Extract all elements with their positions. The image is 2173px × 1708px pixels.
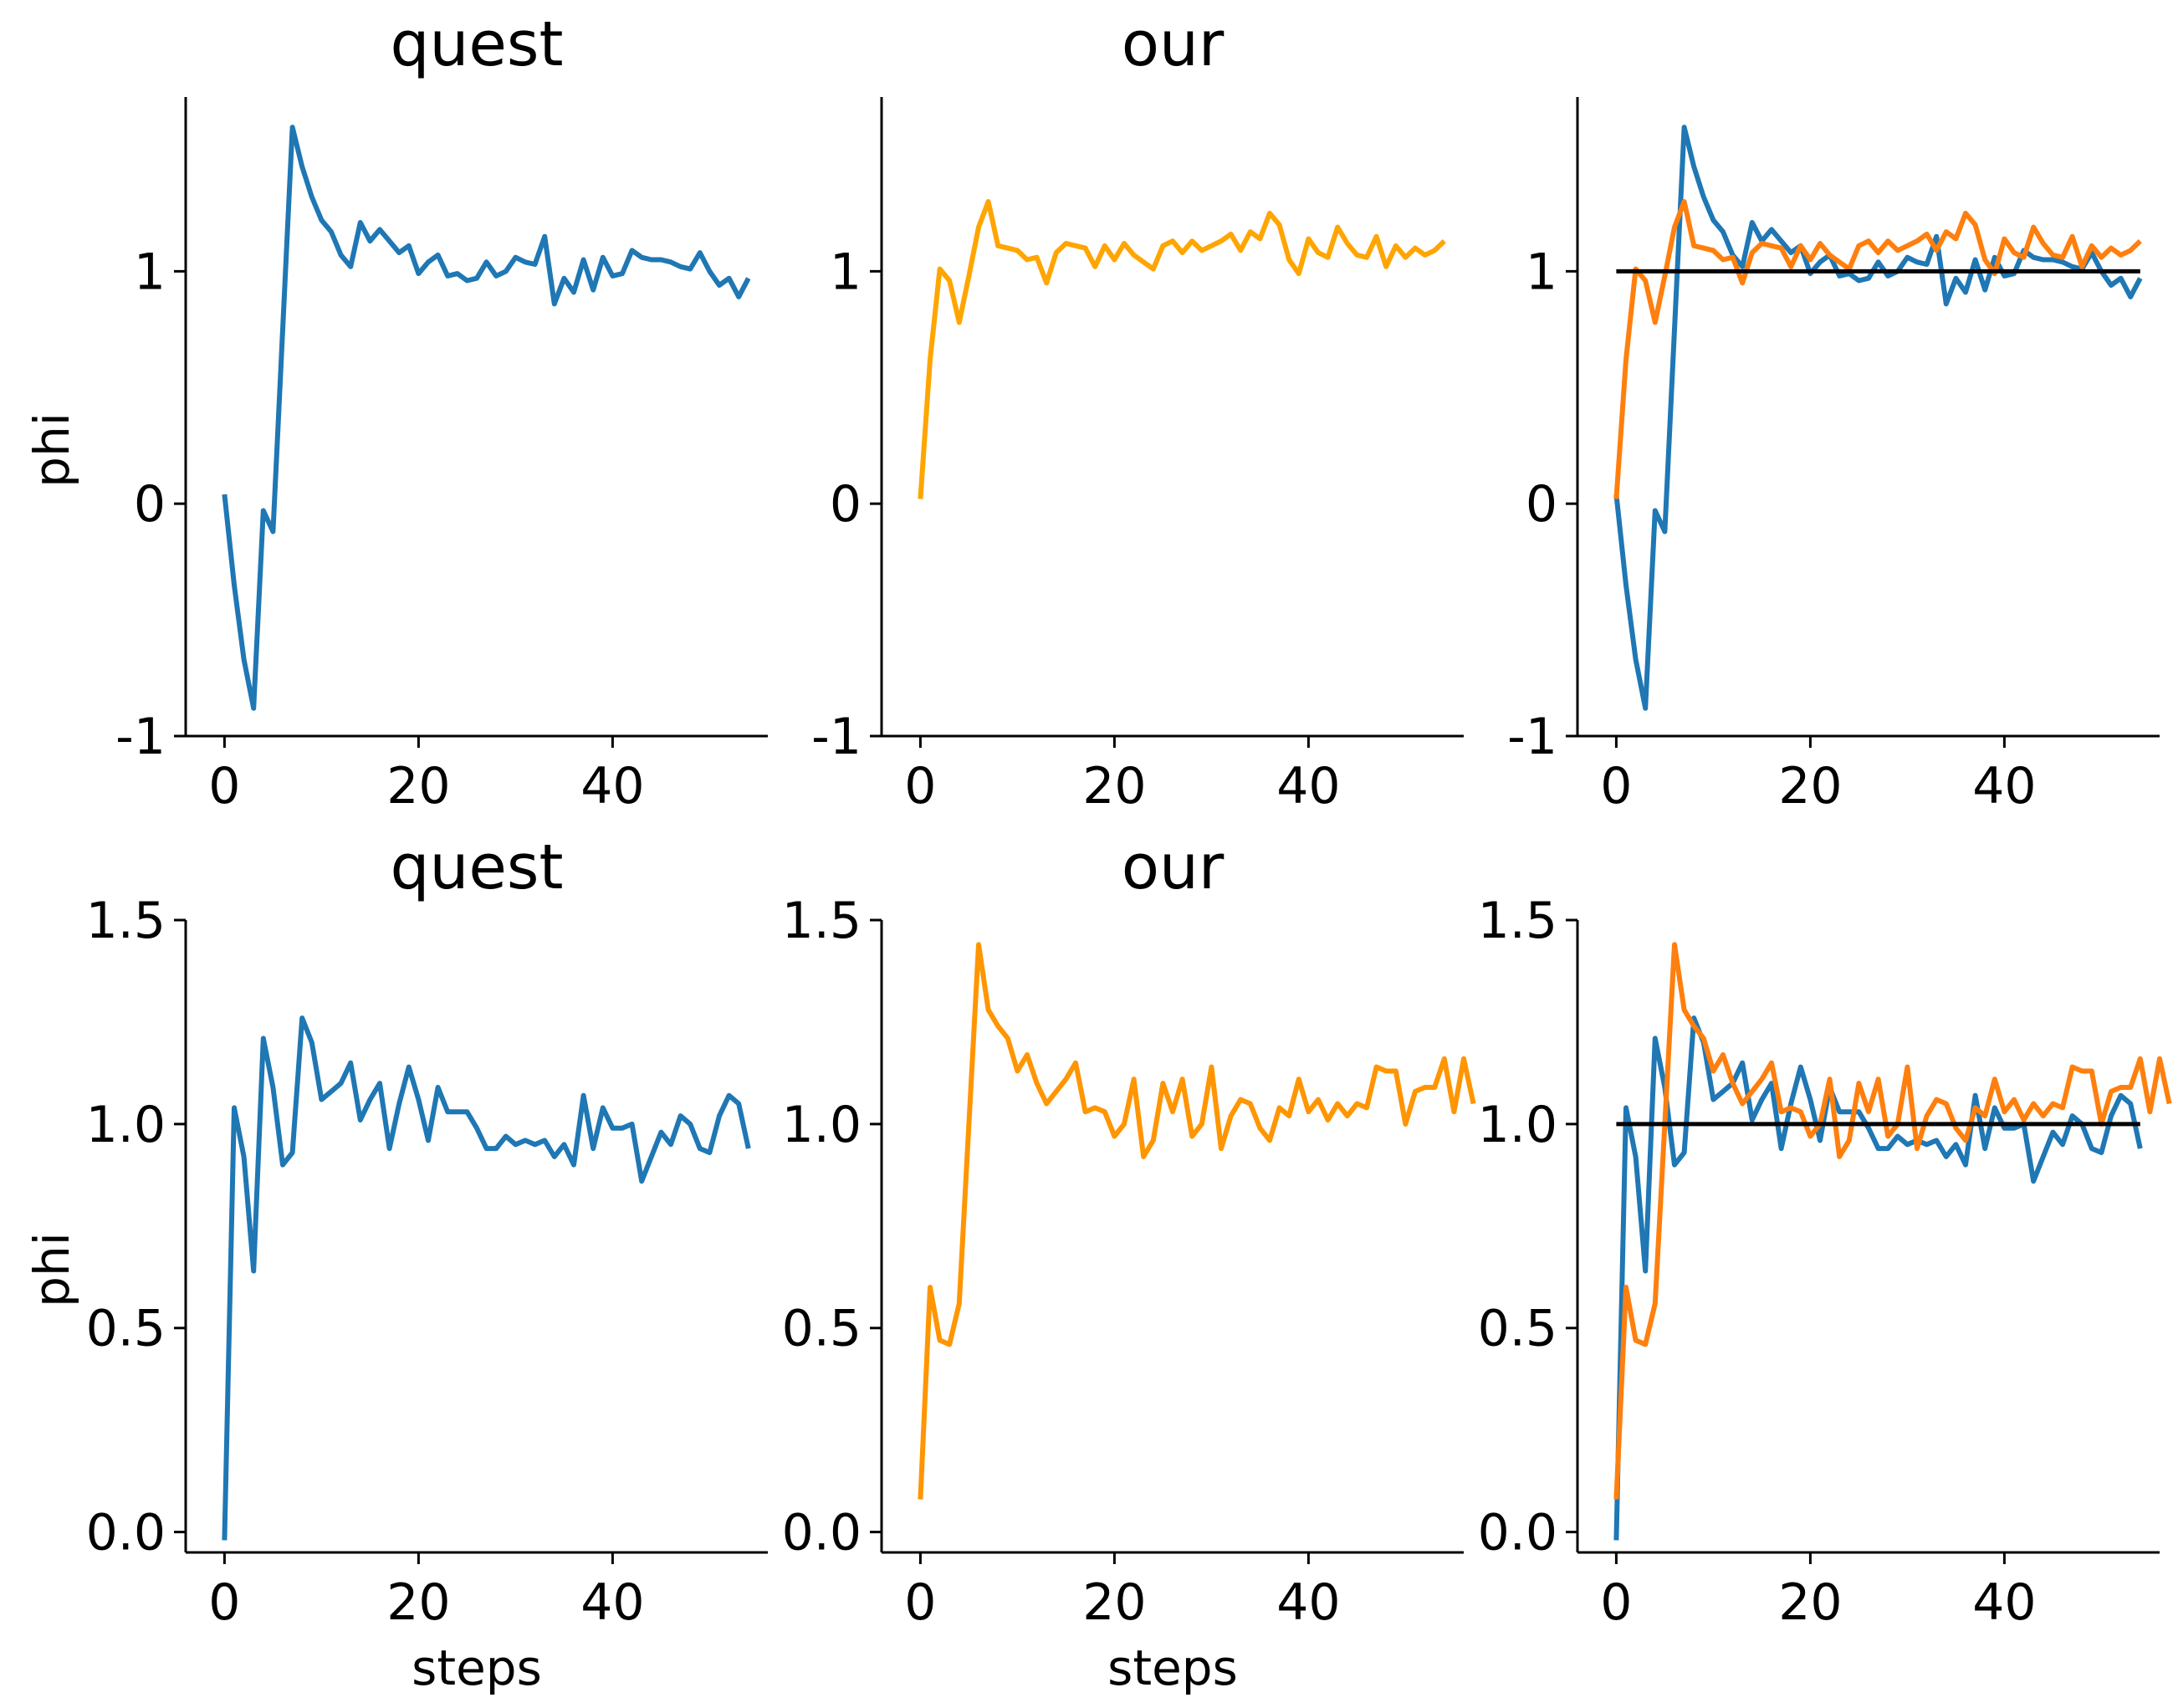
x-tick-label: 20 — [1082, 1573, 1146, 1632]
panel-title: quest — [391, 8, 564, 80]
x-tick-label: 20 — [386, 1573, 450, 1632]
series-line-our_bottom — [918, 942, 1476, 1500]
y-axis-label: phi — [23, 1232, 80, 1307]
x-tick-label: 40 — [1276, 1573, 1340, 1632]
y-tick-label: 0.5 — [782, 1300, 862, 1358]
y-tick-label: 0.0 — [782, 1504, 862, 1562]
x-tick-label: 0 — [904, 757, 936, 816]
panel-title: our — [1122, 831, 1225, 903]
x-tick-label: 0 — [904, 1573, 936, 1632]
y-tick-label: 0.0 — [1478, 1504, 1557, 1562]
y-tick-label: 0.5 — [86, 1300, 166, 1358]
y-tick-label: 1 — [134, 243, 166, 301]
y-tick-label: 0.5 — [1478, 1300, 1557, 1358]
x-tick-label: 40 — [1972, 757, 2036, 816]
y-tick-label: 1.5 — [1478, 892, 1557, 950]
y-tick-label: 1.0 — [1478, 1096, 1557, 1154]
panel-title: quest — [391, 831, 564, 903]
y-tick-label: 1.0 — [782, 1096, 862, 1154]
x-tick-label: 20 — [386, 757, 450, 816]
x-tick-label: 40 — [580, 757, 644, 816]
x-tick-label: 20 — [1082, 757, 1146, 816]
y-tick-label: 1.5 — [782, 892, 862, 950]
series-line-quest — [1613, 125, 2143, 711]
x-tick-label: 0 — [208, 1573, 240, 1632]
y-tick-label: 0 — [830, 475, 862, 534]
y-tick-label: 1.0 — [86, 1096, 166, 1154]
y-axis-label: phi — [23, 412, 80, 488]
y-tick-label: 1 — [830, 243, 862, 301]
panel-6: 0.0 0.5 1.0 1.5 0 20 40 — [1478, 892, 2172, 1632]
x-tick-label: 20 — [1778, 1573, 1842, 1632]
x-tick-label: 0 — [1600, 757, 1632, 816]
series-line-quest — [222, 1015, 751, 1541]
y-tick-label: 0.0 — [86, 1504, 166, 1562]
x-tick-label: 40 — [580, 1573, 644, 1632]
series-line-our_overlay — [1613, 942, 2172, 1500]
y-tick-label: 1 — [1526, 243, 1557, 301]
x-tick-label: 0 — [1600, 1573, 1632, 1632]
series-line-our_top — [918, 199, 1446, 499]
y-tick-label: 1.5 — [86, 892, 166, 950]
x-tick-label: 0 — [208, 757, 240, 816]
panel-title: our — [1122, 8, 1225, 80]
series-line-our_overlay — [1613, 199, 2142, 499]
y-tick-label: -1 — [1507, 708, 1557, 766]
x-axis-label: steps — [412, 1639, 542, 1696]
y-tick-label: 0 — [134, 475, 166, 534]
x-tick-label: 40 — [1972, 1573, 2036, 1632]
panel-5: 0.0 0.5 1.0 1.5 0 20 40 our steps — [782, 831, 1476, 1696]
x-axis-label: steps — [1107, 1639, 1238, 1696]
x-tick-label: 40 — [1276, 757, 1340, 816]
series-line-quest — [222, 125, 751, 711]
x-tick-label: 20 — [1778, 757, 1842, 816]
y-tick-label: -1 — [811, 708, 862, 766]
series-line-quest — [1613, 1015, 2143, 1541]
panel-4: 0.0 0.5 1.0 1.5 0 20 40 quest steps phi — [23, 831, 768, 1696]
y-tick-label: -1 — [115, 708, 166, 766]
y-tick-label: 0 — [1526, 475, 1557, 534]
